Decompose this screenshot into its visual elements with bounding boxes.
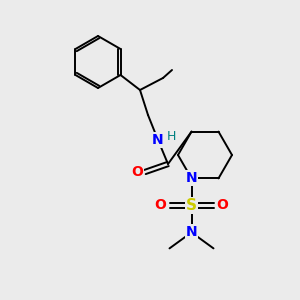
Text: N: N xyxy=(152,133,164,147)
Text: O: O xyxy=(131,165,143,179)
Text: O: O xyxy=(217,198,228,212)
Text: N: N xyxy=(186,171,197,185)
Text: N: N xyxy=(186,225,197,239)
Text: H: H xyxy=(166,130,176,142)
Text: O: O xyxy=(154,198,166,212)
Text: S: S xyxy=(186,198,197,213)
